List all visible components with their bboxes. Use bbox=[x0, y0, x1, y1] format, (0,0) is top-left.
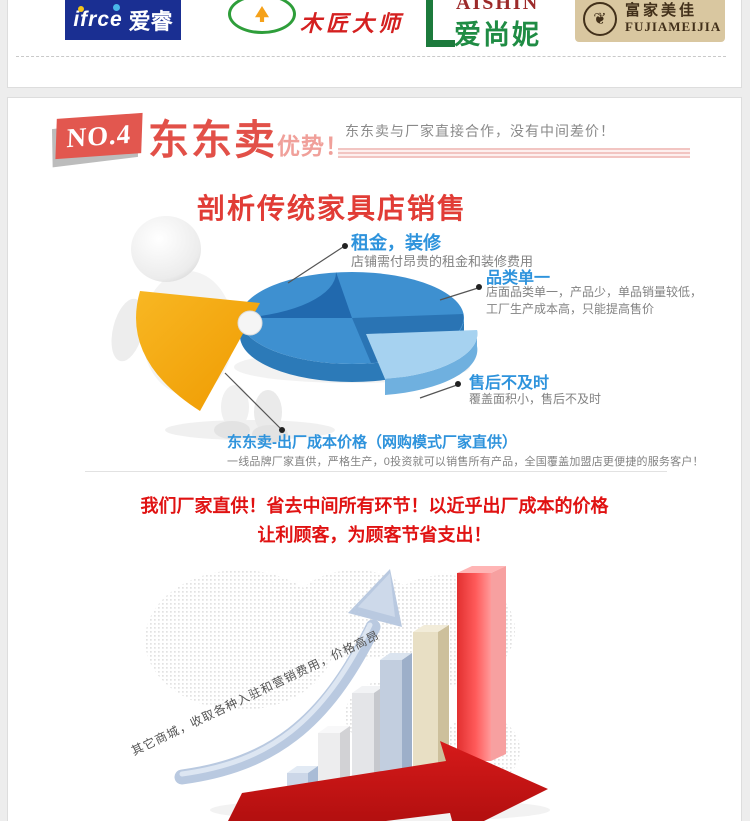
promo-line2: 让利顾客，为顾客节省支出！ bbox=[257, 525, 492, 545]
callout-category-title: 品类单一 bbox=[486, 270, 551, 287]
red-column-bar bbox=[457, 566, 506, 761]
callout-aftersale-title: 售后不及时 bbox=[469, 375, 550, 392]
orange-pie-slice bbox=[136, 291, 263, 411]
ifree-sphere-icon bbox=[113, 4, 120, 11]
pie-infographic bbox=[111, 216, 482, 443]
separated-slice bbox=[366, 330, 478, 395]
blue-pie bbox=[240, 272, 478, 395]
callout-factory-price-title: 东东卖-出厂成本价格（网购模式厂家直供） bbox=[227, 434, 517, 451]
brand-logo-ifree: ifrce 爱睿 bbox=[65, 0, 181, 40]
carpenter-name: 木匠大师 bbox=[300, 11, 405, 37]
callout-aftersale-desc: 覆盖面积小，售后不及时 bbox=[469, 392, 602, 406]
dashed-divider bbox=[16, 56, 726, 57]
callout-factory-price-desc: 一线品牌厂家直供，严格生产，0投资就可以销售所有产品，全国覆盖加盟店更便捷的服务… bbox=[227, 456, 704, 468]
section-divider bbox=[85, 471, 667, 472]
callout-category-desc: 店面品类单一，产品少，单品销量较低， 工厂生产成本高，只能提高售价 bbox=[486, 285, 703, 316]
subtitle-underline-decoration bbox=[338, 148, 690, 158]
connector-lines bbox=[224, 246, 479, 430]
brand-strip: ifrce 爱睿 木匠大师 AISHIN 爱尚妮 ❦ 富家美佳 FUJIAMEI… bbox=[7, 0, 742, 88]
carpenter-logo-icon bbox=[228, 0, 296, 34]
carpenter-glyph-icon bbox=[255, 6, 269, 22]
callout-rent-desc: 店铺需付昂贵的租金和装修费用 bbox=[351, 254, 534, 269]
section-subtitle: 东东卖与厂家直接合作，没有中间差价！ bbox=[345, 123, 615, 139]
section-title-suffix: 优势！ bbox=[277, 133, 349, 159]
fujiameijia-emblem-icon: ❦ bbox=[583, 2, 617, 36]
advantage-section: NO.4 东东卖优势！ 东东卖与厂家直接合作，没有中间差价！ 剖析传统家具店销售 bbox=[7, 97, 742, 821]
promo-text: 我们厂家直供！省去中间所有环节！以近乎出厂成本的价格 让利顾客，为顾客节省支出！ bbox=[8, 492, 741, 550]
section-title: 东东卖优势！ bbox=[148, 117, 349, 163]
connector-dots bbox=[279, 243, 482, 433]
ifree-dot-icon bbox=[78, 6, 84, 12]
fujiameijia-en-name: FUJIAMEIJIA bbox=[625, 19, 722, 34]
section-badge: NO.4 bbox=[55, 112, 143, 160]
fujiameijia-cn-name: 富家美佳 bbox=[625, 2, 698, 19]
growth-infographic bbox=[145, 566, 550, 821]
promo-line1: 我们厂家直供！省去中间所有环节！以近乎出厂成本的价格 bbox=[140, 496, 609, 516]
aishin-bracket-icon bbox=[426, 0, 455, 47]
ifree-cn-name: 爱睿 bbox=[128, 9, 173, 34]
blue-up-arrow-icon bbox=[174, 569, 402, 785]
callout-rent-title: 租金，装修 bbox=[351, 233, 441, 253]
red-right-arrow-icon bbox=[228, 741, 548, 821]
ifree-wordmark: ifrce bbox=[73, 8, 123, 31]
brand-logo-fujiameijia: ❦ 富家美佳 FUJIAMEIJIA bbox=[575, 0, 725, 42]
pie-heading: 剖析传统家具店销售 bbox=[197, 193, 468, 224]
aishin-en-name: AISHIN bbox=[456, 0, 540, 14]
aishin-cn-name: 爱尚妮 bbox=[454, 20, 541, 50]
